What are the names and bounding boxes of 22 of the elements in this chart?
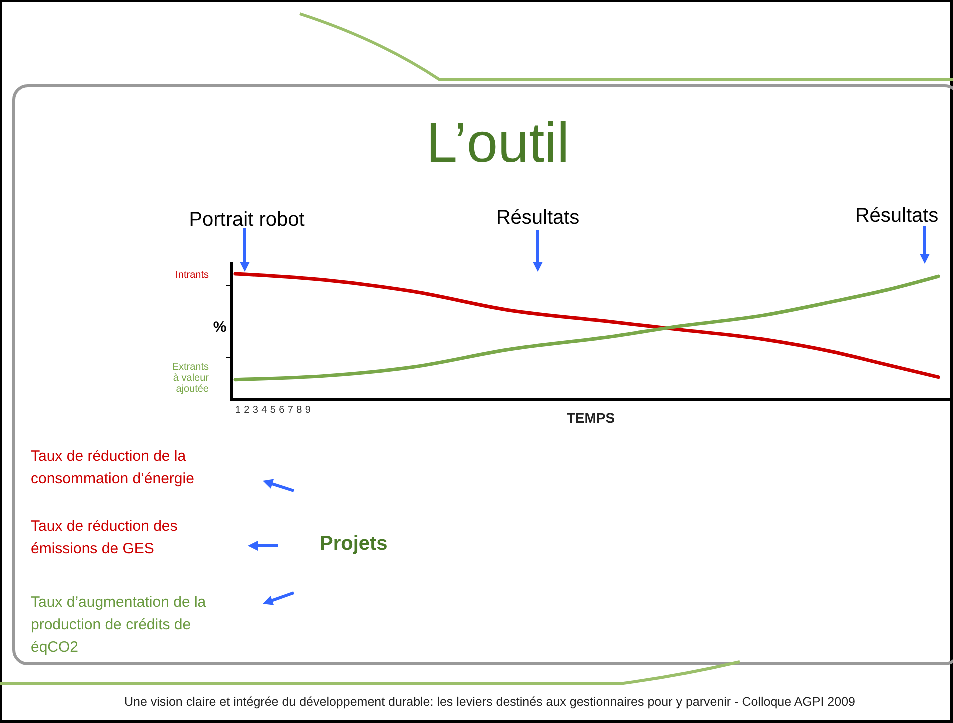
chart-title: L’outil bbox=[426, 111, 570, 174]
text: Taux d’augmentation de la production de crédits de éqCO2 bbox=[31, 594, 207, 656]
text: Intrants bbox=[176, 270, 209, 281]
x-tick-label: 1 bbox=[235, 405, 242, 416]
text: Portrait robot bbox=[189, 209, 306, 231]
x-tick-label: 6 bbox=[279, 405, 286, 416]
text: Taux de réduction de la consommation d’énergie bbox=[31, 448, 194, 488]
x-tick-label: 2 bbox=[244, 405, 250, 416]
text: Extrants à valeur ajoutée bbox=[172, 362, 210, 395]
x-tick-label: 9 bbox=[305, 405, 312, 416]
text: Taux de réduction des émissions de GES bbox=[31, 518, 178, 558]
text: Résultats bbox=[855, 205, 939, 227]
x-tick-label: 8 bbox=[296, 405, 303, 416]
text: Projets bbox=[320, 533, 388, 555]
x-tick-label: 7 bbox=[288, 405, 294, 416]
x-tick-label: 4 bbox=[262, 405, 268, 416]
text: Résultats bbox=[496, 207, 580, 229]
x-tick-label: 3 bbox=[252, 405, 259, 416]
y-axis-title: % bbox=[213, 319, 227, 336]
text: Une vision claire et intégrée du développement durable: les leviers destinés aux gestionnaires pour y parvenir - Colloque AGPI 2009 bbox=[124, 695, 856, 709]
x-axis-title: TEMPS bbox=[566, 410, 616, 426]
x-tick-label: 5 bbox=[270, 405, 276, 416]
